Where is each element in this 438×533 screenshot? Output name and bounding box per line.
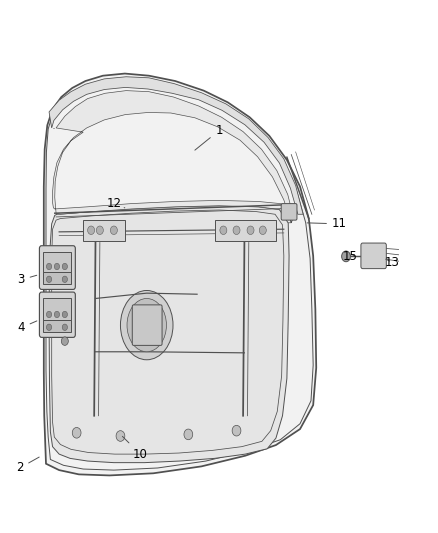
Circle shape bbox=[72, 427, 81, 438]
Circle shape bbox=[62, 324, 67, 330]
Circle shape bbox=[46, 324, 52, 330]
Circle shape bbox=[46, 311, 52, 318]
Bar bbox=[43, 298, 71, 320]
Bar bbox=[43, 252, 71, 272]
Circle shape bbox=[88, 226, 95, 235]
Polygon shape bbox=[53, 91, 293, 223]
Text: 4: 4 bbox=[17, 321, 37, 334]
Circle shape bbox=[46, 263, 52, 270]
Circle shape bbox=[220, 226, 227, 235]
FancyBboxPatch shape bbox=[39, 292, 75, 337]
Text: 10: 10 bbox=[122, 437, 148, 461]
Bar bbox=[43, 320, 71, 332]
Text: 1: 1 bbox=[195, 124, 223, 150]
FancyBboxPatch shape bbox=[361, 243, 386, 269]
FancyBboxPatch shape bbox=[132, 305, 162, 345]
FancyBboxPatch shape bbox=[281, 204, 297, 220]
Circle shape bbox=[233, 226, 240, 235]
Bar bbox=[43, 272, 71, 284]
Ellipse shape bbox=[127, 298, 166, 352]
Circle shape bbox=[54, 311, 60, 318]
Text: 12: 12 bbox=[106, 197, 125, 210]
Circle shape bbox=[232, 425, 241, 436]
Circle shape bbox=[62, 276, 67, 282]
Circle shape bbox=[62, 311, 67, 318]
Text: 3: 3 bbox=[18, 273, 37, 286]
Circle shape bbox=[259, 226, 266, 235]
Circle shape bbox=[247, 226, 254, 235]
Circle shape bbox=[342, 251, 350, 262]
Circle shape bbox=[62, 263, 67, 270]
Polygon shape bbox=[49, 77, 303, 214]
Circle shape bbox=[61, 337, 68, 345]
Polygon shape bbox=[49, 206, 289, 463]
Circle shape bbox=[96, 226, 103, 235]
Circle shape bbox=[54, 263, 60, 270]
Circle shape bbox=[110, 226, 117, 235]
Text: 15: 15 bbox=[343, 251, 358, 263]
Text: 13: 13 bbox=[385, 256, 399, 269]
FancyBboxPatch shape bbox=[39, 246, 75, 289]
Text: 11: 11 bbox=[307, 217, 347, 230]
Circle shape bbox=[116, 431, 125, 441]
Bar bbox=[83, 220, 125, 241]
Text: 2: 2 bbox=[16, 457, 39, 474]
Ellipse shape bbox=[120, 290, 173, 360]
Circle shape bbox=[184, 429, 193, 440]
Polygon shape bbox=[44, 74, 316, 475]
Bar bbox=[215, 220, 276, 241]
Circle shape bbox=[46, 276, 52, 282]
